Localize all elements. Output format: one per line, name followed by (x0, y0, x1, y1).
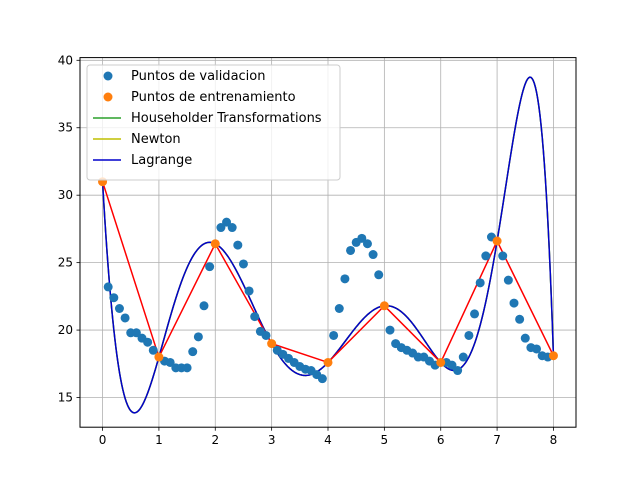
x-tick-label: 3 (268, 433, 276, 447)
y-tick-label: 15 (58, 391, 73, 405)
training-point (436, 357, 446, 367)
validation-point (222, 217, 232, 227)
validation-point (340, 274, 350, 284)
x-tick-label: 7 (493, 433, 501, 447)
validation-point (261, 330, 271, 340)
validation-point (503, 275, 513, 285)
validation-point (244, 286, 254, 296)
legend-label-validacion: Puntos de validacion (131, 69, 265, 84)
y-tick-label: 35 (58, 121, 73, 135)
y-tick-label: 30 (58, 188, 73, 202)
validation-point (447, 360, 457, 370)
validation-point (317, 374, 327, 384)
validation-point (385, 325, 395, 335)
validation-point (103, 282, 113, 292)
validation-point (182, 363, 192, 373)
validation-point (453, 366, 463, 376)
validation-point (131, 328, 141, 338)
validation-point (520, 333, 530, 343)
training-point (548, 351, 558, 361)
legend-label-entrenamiento: Puntos de entrenamiento (131, 90, 296, 105)
x-tick-label: 0 (99, 433, 107, 447)
validation-point (481, 251, 491, 261)
validation-point (109, 293, 119, 303)
validation-point (250, 312, 260, 322)
validation-point (334, 303, 344, 313)
ticks: 0 1 2 3 4 5 6 7 8 15 20 25 30 35 40 (58, 53, 558, 447)
x-tick-label: 6 (437, 433, 445, 447)
validation-point (368, 250, 378, 260)
validation-point (464, 330, 474, 340)
validation-point (374, 270, 384, 280)
training-point (492, 236, 502, 246)
x-tick-label: 5 (381, 433, 389, 447)
validation-point (227, 223, 237, 233)
training-point (267, 339, 277, 349)
legend-label-householder: Householder Transformations (131, 111, 322, 126)
legend: Puntos de validacion Puntos de entrenami… (86, 64, 341, 181)
validation-point (362, 239, 372, 249)
validation-point (470, 309, 480, 319)
validation-point (216, 223, 226, 233)
validation-point (114, 303, 124, 313)
validation-point (233, 240, 243, 250)
legend-marker-entrenamiento (103, 92, 113, 102)
y-tick-label: 20 (58, 323, 73, 337)
validation-point (532, 344, 542, 354)
validation-point (205, 262, 215, 272)
validation-point (238, 259, 248, 269)
validation-point (509, 298, 519, 308)
validation-point (193, 332, 203, 342)
legend-label-newton: Newton (131, 132, 181, 147)
validation-point (188, 347, 198, 357)
y-tick-label: 40 (58, 53, 73, 67)
legend-marker-validacion (103, 71, 113, 81)
validation-point (120, 313, 130, 323)
validation-point (498, 251, 508, 261)
legend-label-lagrange: Lagrange (131, 153, 192, 168)
training-point (154, 352, 164, 362)
x-tick-label: 4 (324, 433, 332, 447)
validation-point (357, 233, 367, 243)
validation-point (329, 330, 339, 340)
validation-point (475, 278, 485, 288)
validation-point (199, 301, 209, 311)
validation-point (165, 357, 175, 367)
x-tick-label: 8 (550, 433, 558, 447)
training-point (379, 301, 389, 311)
validation-point (346, 245, 356, 255)
legend-box (86, 64, 341, 181)
x-tick-label: 2 (211, 433, 219, 447)
validation-point (458, 352, 468, 362)
validation-point (143, 337, 153, 347)
y-tick-label: 25 (58, 256, 73, 270)
training-point (323, 357, 333, 367)
training-point (210, 239, 220, 249)
validation-point (515, 314, 525, 324)
validation-markers (103, 217, 553, 384)
x-tick-label: 1 (155, 433, 163, 447)
validation-point (148, 345, 158, 355)
